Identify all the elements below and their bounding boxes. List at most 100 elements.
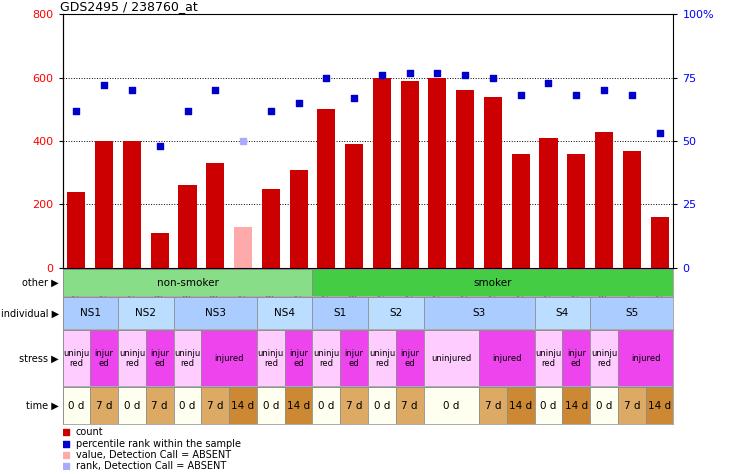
Text: 0 d: 0 d	[68, 401, 85, 411]
Text: injur
ed: injur ed	[567, 349, 586, 368]
Bar	[289, 170, 308, 268]
Point	[515, 91, 527, 99]
Text: NS1: NS1	[79, 308, 101, 319]
Text: 7 d: 7 d	[96, 401, 113, 411]
Text: percentile rank within the sample: percentile rank within the sample	[76, 438, 241, 448]
Bar	[229, 387, 257, 424]
Text: time ▶: time ▶	[26, 401, 59, 411]
Text: uninju
red: uninju red	[369, 349, 395, 368]
Bar	[534, 387, 562, 424]
Text: non-smoker: non-smoker	[157, 277, 219, 288]
Bar	[262, 189, 280, 268]
Text: 0 d: 0 d	[540, 401, 556, 411]
Text: S1: S1	[333, 308, 347, 319]
Bar	[368, 297, 423, 329]
Text: 0 d: 0 d	[318, 401, 335, 411]
Text: injur
ed: injur ed	[150, 349, 169, 368]
Bar	[118, 297, 174, 329]
Bar	[118, 387, 146, 424]
Point	[626, 91, 637, 99]
Bar	[590, 330, 618, 386]
Bar	[313, 387, 340, 424]
Bar	[623, 151, 641, 268]
Bar	[368, 387, 396, 424]
Bar	[313, 269, 673, 296]
Text: S5: S5	[625, 308, 638, 319]
Bar	[179, 185, 197, 268]
Text: 7 d: 7 d	[401, 401, 418, 411]
Bar	[423, 387, 479, 424]
Point	[126, 87, 138, 94]
Bar	[313, 297, 368, 329]
Bar	[174, 387, 202, 424]
Bar	[618, 387, 645, 424]
Bar	[234, 227, 252, 268]
Bar	[512, 154, 530, 268]
Text: S2: S2	[389, 308, 403, 319]
Bar	[396, 387, 423, 424]
Bar	[373, 78, 391, 268]
Text: individual ▶: individual ▶	[1, 308, 59, 319]
Text: uninju
red: uninju red	[535, 349, 562, 368]
Bar	[567, 154, 585, 268]
Point	[570, 91, 582, 99]
Bar	[95, 141, 113, 268]
Point	[348, 94, 360, 102]
Point	[60, 451, 71, 459]
Bar	[174, 297, 257, 329]
Text: uninju
red: uninju red	[314, 349, 339, 368]
Text: uninjured: uninjured	[431, 354, 472, 363]
Point	[542, 79, 554, 86]
Text: 0 d: 0 d	[263, 401, 279, 411]
Text: uninju
red: uninju red	[591, 349, 618, 368]
Bar	[257, 297, 313, 329]
Bar	[618, 330, 673, 386]
Text: 0 d: 0 d	[596, 401, 612, 411]
Text: 7 d: 7 d	[152, 401, 168, 411]
Text: 14 d: 14 d	[232, 401, 255, 411]
Bar	[590, 297, 673, 329]
Bar	[400, 81, 419, 268]
Bar	[368, 330, 396, 386]
Bar	[456, 91, 474, 268]
Bar	[202, 330, 257, 386]
Text: 7 d: 7 d	[485, 401, 501, 411]
Point	[320, 74, 332, 82]
Bar	[151, 233, 169, 268]
Point	[60, 440, 71, 447]
Bar	[146, 330, 174, 386]
Bar	[91, 330, 118, 386]
Bar	[317, 109, 336, 268]
Text: GDS2495 / 238760_at: GDS2495 / 238760_at	[60, 0, 197, 13]
Text: 14 d: 14 d	[287, 401, 310, 411]
Text: injured: injured	[492, 354, 522, 363]
Point	[598, 87, 610, 94]
Text: 14 d: 14 d	[509, 401, 532, 411]
Bar	[91, 387, 118, 424]
Text: 0 d: 0 d	[374, 401, 390, 411]
Text: NS4: NS4	[275, 308, 295, 319]
Text: NS2: NS2	[135, 308, 156, 319]
Text: injur
ed: injur ed	[289, 349, 308, 368]
Bar	[206, 163, 224, 268]
Bar	[123, 141, 141, 268]
Point	[210, 87, 222, 94]
Text: stress ▶: stress ▶	[19, 353, 59, 364]
Bar	[590, 387, 618, 424]
Bar	[534, 297, 590, 329]
Bar	[345, 144, 363, 268]
Bar	[68, 192, 85, 268]
Text: injur
ed: injur ed	[95, 349, 113, 368]
Text: 7 d: 7 d	[346, 401, 362, 411]
Point	[293, 99, 305, 107]
Point	[459, 71, 471, 79]
Point	[60, 462, 71, 470]
Point	[654, 129, 665, 137]
Point	[265, 107, 277, 114]
Text: value, Detection Call = ABSENT: value, Detection Call = ABSENT	[76, 450, 231, 460]
Bar	[507, 387, 534, 424]
Bar	[118, 330, 146, 386]
Text: 0 d: 0 d	[180, 401, 196, 411]
Text: injured: injured	[631, 354, 660, 363]
Text: uninju
red: uninju red	[258, 349, 284, 368]
